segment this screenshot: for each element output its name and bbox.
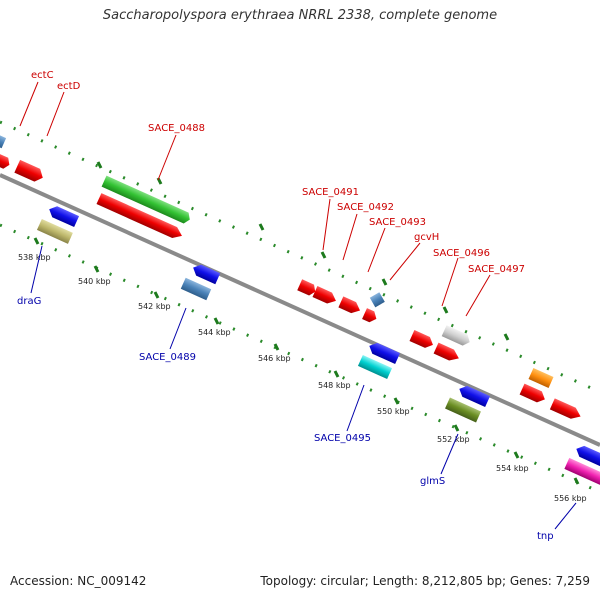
tick-label-556: 556 kbp: [554, 494, 587, 503]
gene-sace-0488: [101, 175, 190, 224]
label-ectd: ectD: [57, 81, 81, 92]
gene-red-long: [96, 193, 182, 239]
tick-548: [333, 370, 340, 378]
label-sace-0497: SACE_0497: [468, 264, 525, 275]
gene-tnp: [564, 457, 600, 487]
forward-strand-genes: [0, 134, 581, 419]
label-sace-0489: SACE_0489: [139, 352, 196, 363]
label-drag: draG: [17, 296, 41, 307]
gene-drag: [36, 218, 73, 244]
tick-550: [393, 397, 400, 405]
gene-red-right-1: [409, 330, 433, 348]
gene-red-mid-2: [312, 286, 336, 304]
gene-red-left-1: [0, 152, 10, 169]
label-sace-0492: SACE_0492: [337, 202, 394, 213]
tick-556: [573, 477, 580, 485]
tick-label-554: 554 kbp: [496, 464, 529, 473]
gene-red-far-2: [549, 398, 581, 419]
label-glms: glmS: [420, 476, 445, 487]
tick-542: [153, 291, 160, 299]
gene-grey-right: [441, 325, 470, 346]
reverse-leader-lines: [30, 245, 577, 530]
tick-label-544: 544 kbp: [198, 328, 231, 337]
gene-sace-0495: [357, 354, 393, 380]
label-sace-0495: SACE_0495: [314, 433, 371, 444]
genome-summary-text: Topology: circular; Length: 8,212,805 bp…: [260, 574, 590, 588]
tick-538: [33, 237, 40, 245]
forward-dotted-track: [0, 120, 600, 394]
gene-red-mid-3: [338, 296, 361, 314]
accession-text: Accession: NC_009142: [10, 574, 147, 588]
label-tnp: tnp: [537, 531, 554, 542]
gene-blue-right: [459, 385, 491, 408]
tick-546: [273, 343, 280, 351]
tick-540: [93, 265, 100, 273]
tick-label-552: 552 kbp: [437, 435, 470, 444]
gene-glms: [445, 397, 481, 423]
reverse-strand-genes: [36, 206, 600, 487]
label-sace-0491: SACE_0491: [302, 187, 359, 198]
gene-red-left-2: [14, 159, 43, 182]
gene-blue-left: [49, 206, 80, 228]
forward-leader-lines: [19, 81, 491, 317]
tick-554: [513, 451, 520, 459]
tick-544: [213, 317, 220, 325]
tick-label-538: 538 kbp: [18, 253, 51, 262]
gene-steel-mid: [369, 292, 385, 308]
label-sace-0496: SACE_0496: [433, 248, 490, 259]
gene-steel-left: [0, 134, 7, 149]
tick-label-550: 550 kbp: [377, 407, 410, 416]
gene-red-right-2: [433, 342, 459, 361]
gene-red-mid-4: [362, 308, 377, 323]
gene-red-mid-1: [297, 279, 316, 296]
gene-orange-right: [528, 368, 554, 388]
gene-blue-mid-1: [193, 264, 221, 285]
gene-sace-0489: [180, 277, 212, 301]
tick-label-548: 548 kbp: [318, 381, 351, 390]
tick-label-546: 546 kbp: [258, 354, 291, 363]
tick-label-540: 540 kbp: [78, 277, 111, 286]
tick-marks: [33, 237, 580, 485]
label-sace-0493: SACE_0493: [369, 217, 426, 228]
label-ectc: ectC: [31, 70, 54, 81]
map-title: Saccharopolyspora erythraea NRRL 2338, c…: [102, 8, 498, 23]
genome-backbone: [0, 173, 600, 447]
label-sace-0488: SACE_0488: [148, 123, 205, 134]
gene-red-far-1: [519, 383, 545, 403]
gene-blue-far: [576, 445, 600, 467]
gene-blue-mid-2: [369, 342, 401, 365]
tick-label-542: 542 kbp: [138, 302, 171, 311]
tick-552: [453, 424, 460, 432]
label-gcvh: gcvH: [414, 232, 439, 243]
